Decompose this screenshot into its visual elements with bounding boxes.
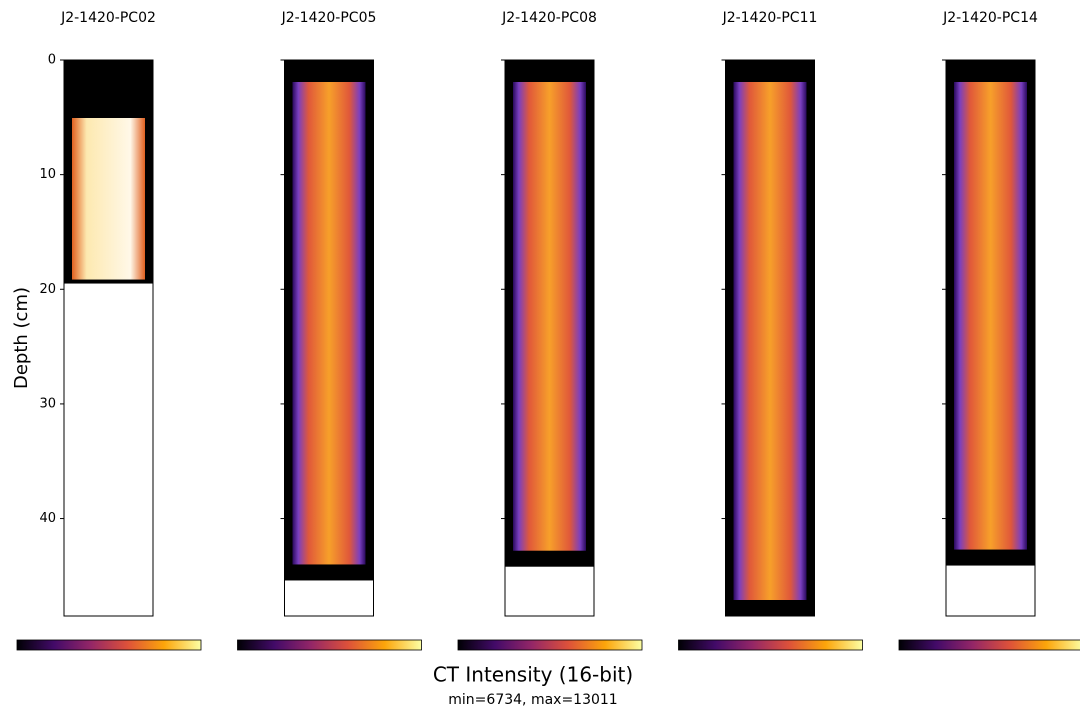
y-tick-label: 40 [39,511,56,526]
colorbar [17,640,201,650]
colorbar [458,640,642,650]
figure: Depth (cm) CT Intensity (16-bit) min=673… [0,0,1080,713]
y-tick-label: 30 [39,396,56,411]
colorbar [899,640,1080,650]
colorbar [238,640,422,650]
colorbar-label: CT Intensity (16-bit) [433,663,633,687]
core-scan [293,82,366,564]
colorbar [679,640,863,650]
y-tick-label: 0 [48,53,56,68]
y-tick-label: 10 [39,167,56,182]
panel-title: J2-1420-PC05 [281,10,377,26]
panel-title: J2-1420-PC14 [942,10,1038,26]
y-axis-label: Depth (cm) [11,287,32,389]
y-tick-label: 20 [39,282,56,297]
core-scan [72,118,145,280]
panel-title: J2-1420-PC11 [722,10,818,26]
panel-title: J2-1420-PC02 [60,10,156,26]
core-scan [954,82,1027,550]
panel-title: J2-1420-PC08 [501,10,597,26]
core-scan [734,82,807,600]
colorbar-note: min=6734, max=13011 [448,692,617,708]
core-scan [513,82,586,551]
